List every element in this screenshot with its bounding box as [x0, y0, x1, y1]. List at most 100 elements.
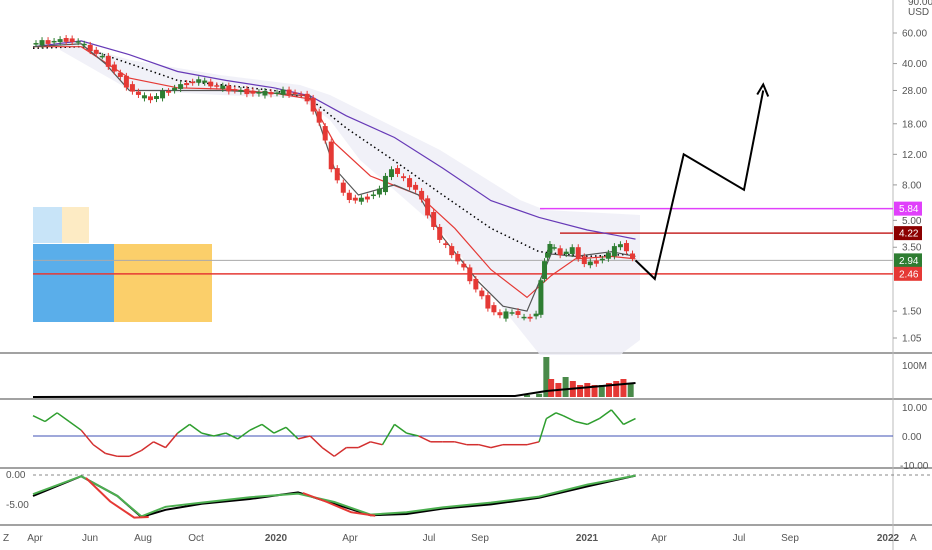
- oscillator-segment: [526, 441, 540, 446]
- candle-body: [226, 85, 232, 92]
- candle-body: [352, 197, 358, 201]
- overlay-box-light-blue: [33, 207, 62, 243]
- price-tick-label: 60.00: [902, 29, 927, 40]
- time-axis: Apr Jun Aug Oct 2020 Apr Jul Sep 2021 Apr Jul Sep 20…: [27, 533, 899, 544]
- candle-body: [388, 169, 394, 178]
- oscillator-segment: [129, 449, 142, 457]
- price-tick-label: 1.05: [902, 334, 922, 345]
- candle-body: [123, 75, 129, 88]
- osc-tick: 0.00: [902, 432, 922, 443]
- price-tick-label: 40.00: [902, 59, 927, 70]
- candle-body: [298, 94, 304, 96]
- candle-body: [166, 90, 172, 93]
- candle-body: [310, 97, 316, 112]
- oscillator-segment: [575, 420, 588, 426]
- candle-body: [99, 55, 105, 58]
- candle-body: [449, 246, 455, 256]
- oscillator-segment: [538, 418, 548, 443]
- oscillator-segment: [370, 441, 383, 446]
- candle-body: [419, 190, 425, 200]
- price-tag-box: [894, 253, 922, 268]
- oscillator-segment: [44, 412, 58, 423]
- candle-body: [340, 182, 346, 193]
- time-label: Jul: [733, 533, 746, 544]
- time-label: Jun: [82, 533, 98, 544]
- candle-body: [292, 92, 298, 95]
- candle-body: [521, 316, 527, 319]
- volume-bar: [524, 395, 531, 397]
- volume-bar: [562, 377, 569, 397]
- volume-bar: [598, 385, 605, 397]
- candle-body: [69, 38, 75, 43]
- candle-body: [256, 92, 262, 94]
- candle-body: [117, 72, 123, 77]
- candle-body: [551, 247, 557, 249]
- horizontal-price-lines: [33, 207, 893, 275]
- price-tick-label: 5.00: [902, 216, 922, 227]
- time-label: Apr: [27, 533, 43, 544]
- candle-body: [473, 278, 479, 290]
- oscillator-segment: [555, 412, 564, 417]
- oscillator-segment: [406, 432, 419, 437]
- candle-body: [497, 312, 503, 316]
- left-overlay-boxes: [33, 207, 212, 322]
- oscillator-pane: [32, 409, 893, 458]
- candle-body: [184, 83, 190, 86]
- oscillator-segment: [285, 426, 299, 440]
- projection-arrowhead: [756, 82, 770, 97]
- oscillator-segment: [177, 423, 191, 434]
- oscillator-segment: [213, 432, 226, 437]
- candle-body: [467, 267, 473, 282]
- candle-body: [147, 96, 153, 101]
- candle-body: [202, 80, 208, 83]
- oscillator-segment: [261, 423, 275, 434]
- volume-bar: [584, 383, 591, 397]
- time-label: Aug: [134, 533, 152, 544]
- price-tag-box: [894, 226, 922, 241]
- candle-body: [39, 40, 45, 46]
- candle-body: [542, 261, 548, 280]
- moving-average-line: [33, 46, 636, 299]
- oscillator-segment: [105, 452, 118, 458]
- candle-body: [605, 252, 611, 259]
- candle-body: [196, 79, 202, 83]
- time-label: Apr: [342, 533, 358, 544]
- price-tag-box: [894, 266, 922, 281]
- price-tick-label: 18.00: [902, 119, 927, 130]
- shaded-envelope: [60, 40, 640, 355]
- oscillator-segment: [610, 409, 625, 425]
- oscillator-segment: [490, 443, 504, 449]
- oscillator-segment: [189, 423, 203, 434]
- oscillator-segment: [249, 423, 263, 431]
- candle-body: [33, 43, 39, 45]
- candle-body: [244, 88, 250, 95]
- candle-body: [382, 175, 388, 193]
- oscillator-segment: [92, 444, 106, 455]
- candle-body: [208, 81, 214, 87]
- candle-body: [358, 197, 364, 202]
- volume-bar: [577, 385, 584, 397]
- candle-body: [545, 252, 551, 258]
- oscillator-segment: [153, 441, 166, 449]
- candle-body: [274, 92, 280, 95]
- oscillator-segment: [545, 412, 557, 420]
- oscillator-segment: [201, 432, 214, 437]
- oscillator-segment: [273, 426, 287, 434]
- candle-body: [129, 84, 135, 92]
- price-tick: 90.00: [908, 0, 932, 8]
- candle-body: [461, 263, 467, 268]
- candle-body: [178, 84, 184, 89]
- overlay-box-orange: [114, 244, 212, 322]
- candle-body: [491, 305, 497, 313]
- macd-tick: 0.00: [6, 470, 26, 481]
- time-label: Oct: [188, 533, 204, 544]
- candle-body: [581, 256, 587, 265]
- price-candles: [33, 35, 635, 322]
- oscillator-segment: [562, 415, 576, 423]
- volume-bar: [627, 383, 634, 397]
- price-tick-label: 12.00: [902, 150, 927, 161]
- candle-body: [401, 176, 407, 179]
- candle-body: [93, 49, 99, 54]
- candle-body: [538, 280, 544, 315]
- oscillator-segment: [237, 429, 251, 440]
